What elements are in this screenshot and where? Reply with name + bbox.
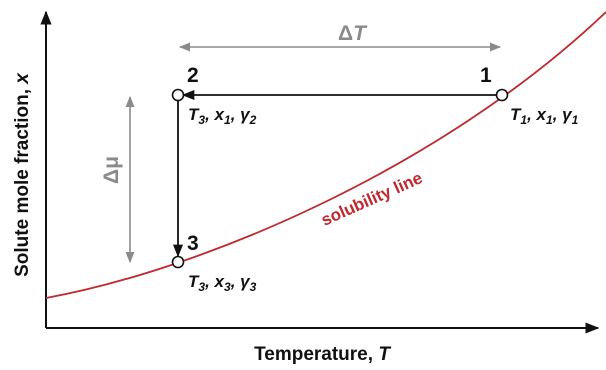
- point-3-state: T3, x3, γ3: [188, 272, 257, 294]
- point-1-number: 1: [480, 64, 492, 87]
- point-2-number: 2: [187, 64, 199, 87]
- x-axis-label: Temperature, T: [254, 344, 391, 365]
- point-3-marker: [171, 255, 185, 269]
- point-2-marker: [171, 88, 185, 102]
- point-3-number: 3: [187, 232, 199, 255]
- solubility-curve: [45, 11, 606, 299]
- point-2-state: T3, x1, γ2: [188, 105, 257, 127]
- y-axis-label: Solute mole fraction, x: [12, 72, 33, 277]
- delta-mu-label: Δμ: [100, 156, 123, 184]
- point-1-state: T1, x1, γ1: [510, 105, 579, 127]
- delta-t-label: ΔT: [338, 22, 368, 45]
- point-1-marker: [495, 88, 509, 102]
